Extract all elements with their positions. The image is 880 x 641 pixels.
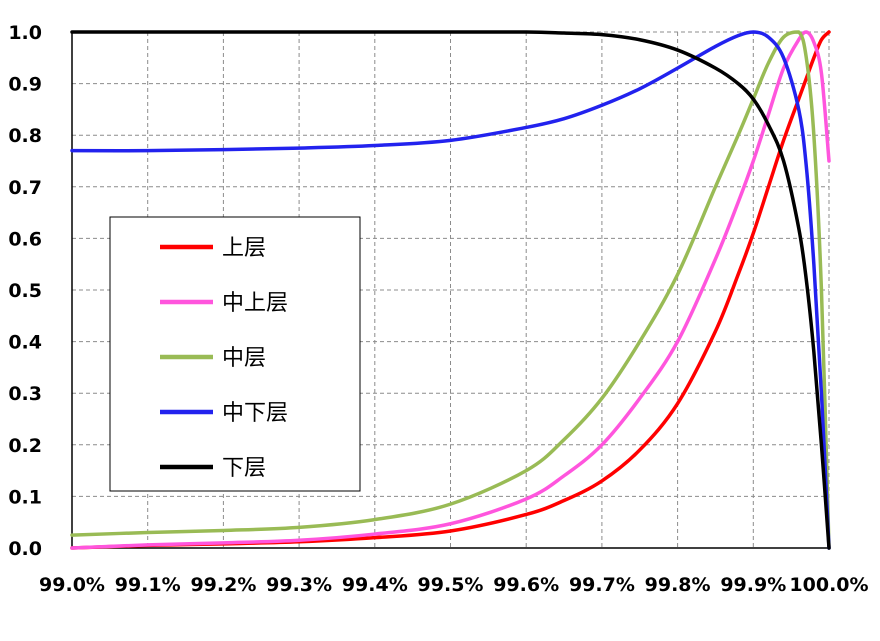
y-tick-label: 0.1 (8, 486, 42, 508)
series-line-3 (70, 30, 831, 550)
y-tick-label: 0.4 (8, 332, 42, 354)
x-tick-label: 99.2% (190, 574, 256, 596)
x-tick-label: 99.5% (418, 574, 484, 596)
legend-label: 中下层 (222, 401, 288, 426)
series-line-4 (70, 30, 831, 550)
y-tick-label: 0.8 (8, 125, 42, 147)
series-layer (70, 30, 831, 550)
legend-label: 上层 (222, 236, 266, 261)
x-tick-label: 99.6% (493, 574, 559, 596)
legend-label: 中上层 (222, 291, 288, 316)
x-tick-label: 99.0% (39, 574, 105, 596)
y-tick-label: 0.6 (8, 228, 42, 250)
y-tick-label: 0.2 (8, 435, 42, 457)
legend-label: 中层 (222, 346, 266, 371)
series-line-2 (70, 30, 831, 550)
x-tick-label: 99.1% (115, 574, 181, 596)
legend-box (109, 216, 361, 492)
y-tick-label: 0.7 (8, 177, 42, 199)
plot-frame (71, 32, 829, 549)
y-tick-label: 1.0 (8, 22, 42, 44)
y-tick-label: 0.5 (8, 280, 42, 302)
x-tick-label: 100.0% (789, 574, 868, 596)
y-tick-label: 0.3 (8, 383, 42, 405)
x-tick-label: 99.8% (645, 574, 711, 596)
x-tick-label: 99.9% (720, 574, 786, 596)
x-tick-label: 99.4% (342, 574, 408, 596)
y-axis-ticks: 0.0 0.1 0.2 0.3 0.4 0.5 0.6 0.7 0.8 0.9 1.0 (8, 22, 42, 560)
legend-label: 下层 (222, 456, 266, 481)
series-line-5 (70, 30, 831, 550)
x-tick-label: 99.3% (266, 574, 332, 596)
x-axis-ticks: 99.0% 99.1% 99.2% 99.3% 99.4% 99.5% 99.6% 99.7%… (39, 574, 869, 596)
y-tick-label: 0.0 (8, 538, 42, 560)
x-tick-label: 99.7% (569, 574, 635, 596)
y-tick-label: 0.9 (8, 74, 42, 96)
